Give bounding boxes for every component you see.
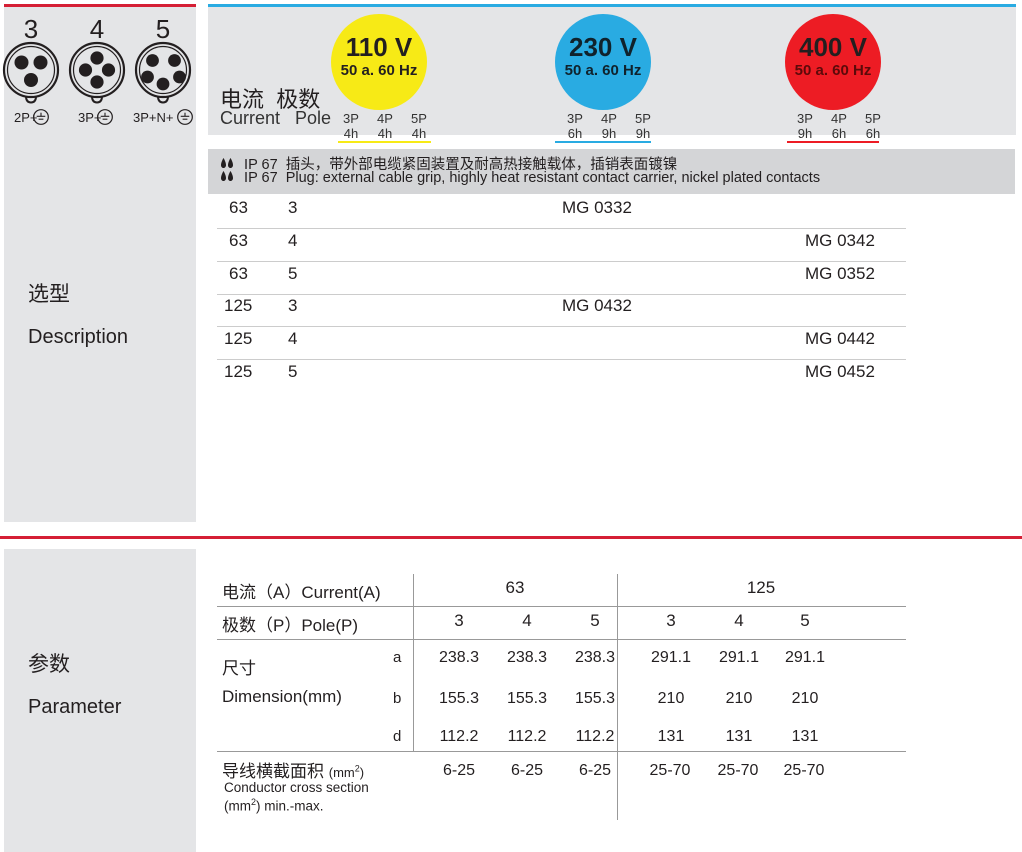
svg-text:3P+N+: 3P+N+ xyxy=(133,110,173,125)
svg-text:4: 4 xyxy=(90,14,104,44)
svg-text:3: 3 xyxy=(24,14,38,44)
svg-text:5: 5 xyxy=(156,14,170,44)
